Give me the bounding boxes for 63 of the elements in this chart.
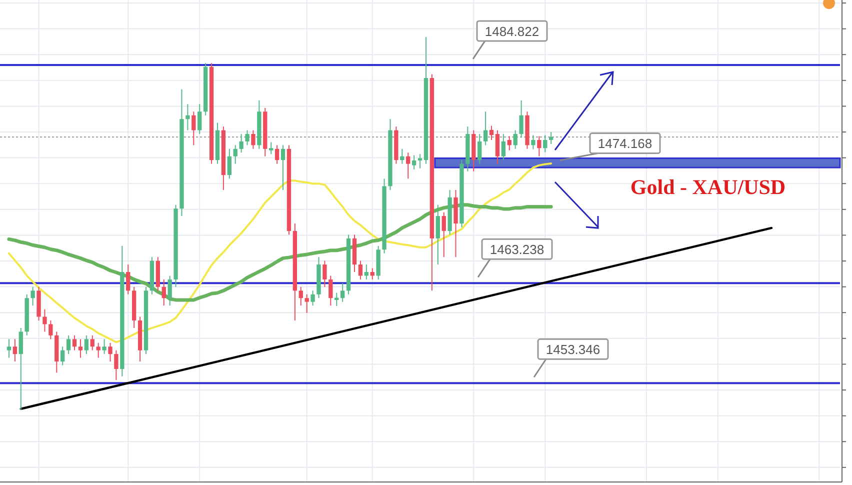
candlestick [501,133,506,161]
annotation: 1463.238 [490,242,544,258]
candlestick [340,282,345,302]
candlestick [507,136,512,151]
candlestick [126,264,130,295]
candlestick [280,144,286,190]
candlestick [436,204,440,266]
candlestick [108,342,112,362]
candlestick [6,338,12,358]
candlestick [543,134,548,153]
candlestick [30,286,35,306]
candlestick [519,100,524,138]
candlestick [42,308,47,332]
candlestick [186,104,190,131]
annotation: 1474.168 [598,136,652,152]
candlestick [328,275,333,306]
candlestick [72,334,77,351]
candlestick [531,134,536,150]
candlestick [198,104,202,134]
candlestick [48,320,53,340]
candlestick [227,148,232,180]
candlestick [102,338,106,355]
candlestick [114,350,118,381]
candlestick [537,136,542,157]
candlestick [18,327,23,410]
text: Gold - XAU/USD [630,175,786,199]
candlestick [495,130,500,164]
candlestick [298,286,303,306]
candlestick [364,264,368,280]
candlestick [478,133,482,164]
candlestick [412,154,416,170]
candlestick [162,278,166,306]
candlestick [322,260,327,288]
annotation: 1453.346 [546,342,600,358]
candlestick [233,144,238,164]
candlestick [400,148,404,164]
candlestick [12,338,18,362]
candlestick [548,132,554,145]
candlestick [245,130,250,146]
candlestick [84,334,89,355]
candlestick [168,275,172,306]
candlestick [274,144,280,164]
candlestick [251,130,256,150]
candlestick [418,154,422,169]
candlestick [370,268,374,280]
candlestick [90,334,94,351]
candlestick [483,111,488,146]
candlestick [442,212,446,258]
candlestick [269,142,274,155]
annotation: 1484.822 [484,24,540,39]
candlestick [513,130,518,150]
candlestick [406,152,410,180]
candlestick [334,292,339,306]
candlestick [358,260,363,280]
candlestick [96,342,100,358]
candlestick [78,338,83,358]
candlestick [304,294,309,314]
candlestick [239,133,244,154]
candlestick [489,125,494,140]
candlestick [60,346,65,366]
candlestick [66,334,71,355]
candlestick [192,111,196,146]
candlestick [310,290,315,306]
